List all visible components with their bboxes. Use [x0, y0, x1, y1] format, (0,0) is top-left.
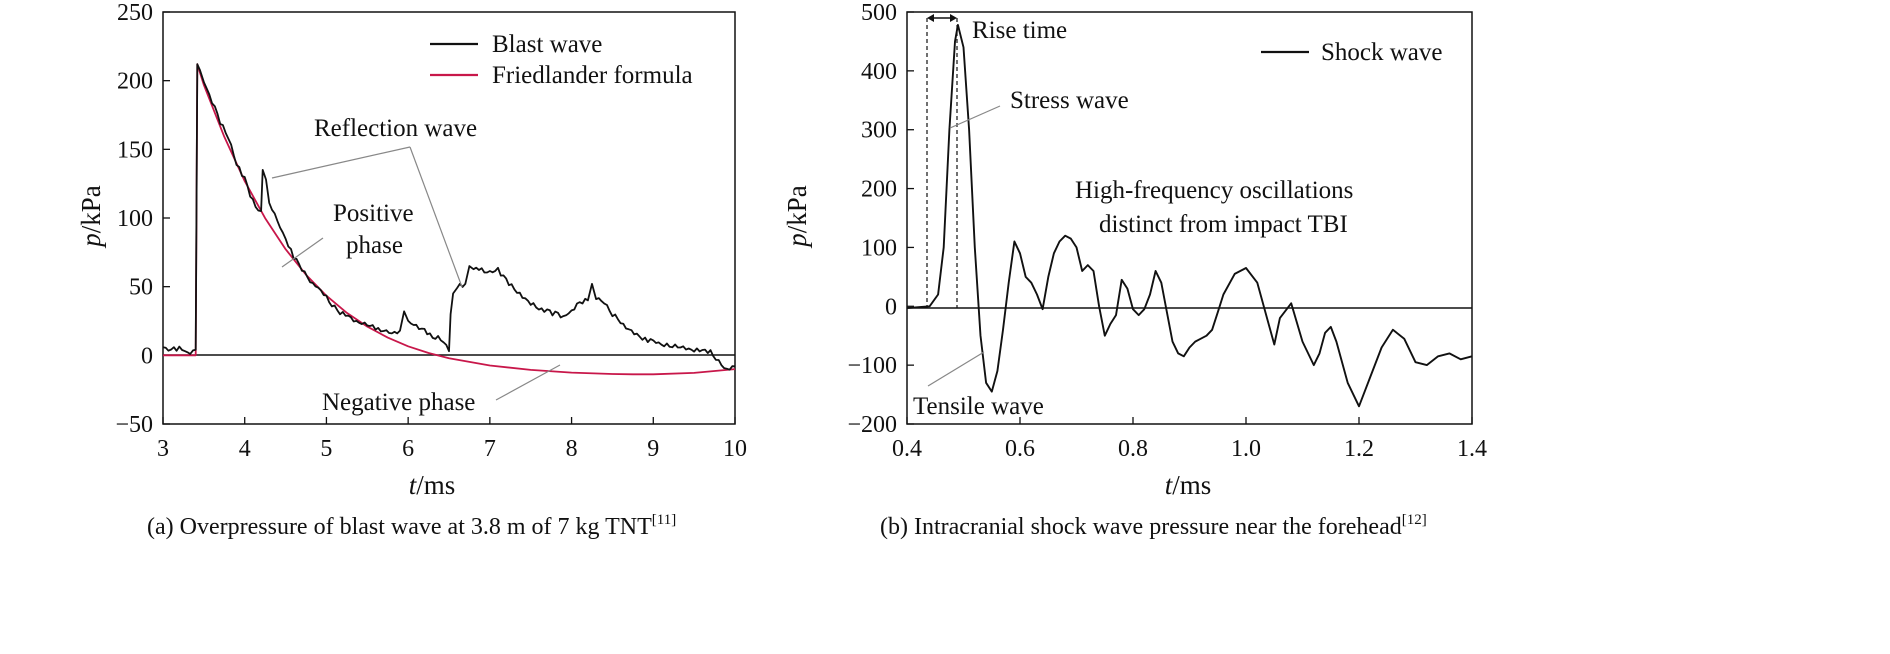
rise-time-arrowhead-right: [950, 14, 957, 22]
x-tick-label: 4: [239, 436, 251, 462]
legend-label-friedlander: Friedlander formula: [492, 62, 693, 89]
y-tick-label: 500: [861, 0, 897, 26]
x-tick-label: 10: [723, 436, 747, 462]
stress-wave-leader: [949, 105, 1001, 129]
x-tick-label: 3: [157, 436, 169, 462]
positive-phase-leader: [281, 237, 324, 268]
y-tick-label: −200: [847, 412, 897, 438]
chart-a-legend: Blast wave Friedlander formula: [430, 31, 693, 89]
high-frequency-label-2: distinct from impact TBI: [1099, 211, 1348, 238]
y-tick-label: 100: [861, 235, 897, 261]
x-tick-label: 0.8: [1118, 436, 1148, 462]
chart-a-caption: (a) Overpressure of blast wave at 3.8 m …: [147, 512, 676, 540]
positive-phase-label-1: Positive: [333, 200, 414, 227]
tensile-wave-leader: [927, 351, 985, 387]
chart-b-series: [906, 23, 1473, 408]
legend-label-blast-wave: Blast wave: [492, 31, 602, 58]
x-tick-label: 1.2: [1344, 436, 1374, 462]
chart-b-caption: (b) Intracranial shock wave pressure nea…: [880, 512, 1427, 540]
y-tick-label: 0: [141, 343, 153, 369]
series-line-blast-wave: [162, 63, 736, 371]
chart-b: 0.4 0.6 0.8 1.0 1.2 1.4 −200 −100 0 100 200 300 400 5…: [782, 0, 1487, 540]
chart-b-ticks: 0.4 0.6 0.8 1.0 1.2 1.4 −200 −100 0 100 200 300 400 5…: [847, 0, 1487, 462]
y-tick-label: 250: [117, 0, 153, 26]
x-tick-label: 7: [484, 436, 496, 462]
chart-a: 3 4 5 6 7 8 9 10 −50 0 50 100 150 200 250 Blast wave F…: [76, 0, 747, 540]
chart-b-frame: [906, 11, 1473, 425]
x-tick-label: 0.6: [1005, 436, 1035, 462]
y-tick-label: 150: [117, 137, 153, 163]
reflection-wave-label: Reflection wave: [314, 115, 477, 142]
y-tick-label: 200: [117, 69, 153, 95]
positive-phase-label-2: phase: [346, 232, 403, 259]
x-tick-label: 1.4: [1457, 436, 1487, 462]
chart-a-ylabel: p/kPa: [76, 185, 106, 249]
x-tick-label: 5: [320, 436, 332, 462]
rise-time-label: Rise time: [972, 17, 1067, 44]
chart-a-xlabel: t/ms: [409, 470, 456, 500]
x-tick-label: 9: [647, 436, 659, 462]
y-tick-label: 0: [885, 294, 897, 320]
series-line-shock-wave: [906, 23, 1473, 408]
y-tick-label: 100: [117, 206, 153, 232]
x-tick-label: 8: [566, 436, 578, 462]
x-tick-label: 6: [402, 436, 414, 462]
negative-phase-leader: [495, 364, 561, 401]
chart-a-series: [162, 63, 736, 376]
negative-phase-label: Negative phase: [322, 389, 475, 416]
rise-time-marker: Rise time: [926, 14, 1067, 308]
chart-b-annotations: Stress wave High-frequency oscillations …: [913, 87, 1353, 420]
chart-a-ticks: 3 4 5 6 7 8 9 10 −50 0 50 100 150 200 250: [115, 0, 747, 462]
reflection-leader-2: [409, 146, 463, 288]
chart-b-ylabel: p/kPa: [782, 185, 812, 249]
high-frequency-label-1: High-frequency oscillations: [1075, 177, 1353, 204]
x-tick-label: 1.0: [1231, 436, 1261, 462]
y-tick-label: 50: [129, 275, 153, 301]
y-tick-label: 200: [861, 177, 897, 203]
y-tick-label: −50: [115, 412, 153, 438]
x-tick-label: 0.4: [892, 436, 922, 462]
y-tick-label: 400: [861, 59, 897, 85]
y-tick-label: −100: [847, 353, 897, 379]
chart-a-annotations: Reflection wave Positive phase Negative …: [271, 115, 561, 416]
tensile-wave-label: Tensile wave: [913, 393, 1044, 420]
reflection-leader-1: [271, 146, 411, 179]
chart-b-legend: Shock wave: [1261, 39, 1443, 66]
stress-wave-label: Stress wave: [1010, 87, 1129, 114]
series-line-friedlander-formula: [163, 63, 736, 376]
rise-time-arrowhead-left: [927, 14, 934, 22]
y-tick-label: 300: [861, 118, 897, 144]
legend-label-shock-wave: Shock wave: [1321, 39, 1443, 66]
chart-b-xlabel: t/ms: [1165, 470, 1212, 500]
